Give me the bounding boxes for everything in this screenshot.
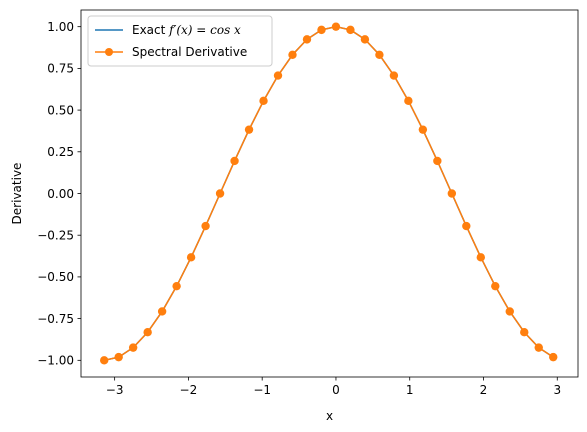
spectral-point <box>172 281 181 291</box>
x-tick-label: 2 <box>480 383 488 397</box>
x-tick-label: 1 <box>406 383 414 397</box>
spectral-point <box>201 221 210 231</box>
y-tick-label: 0.75 <box>47 62 74 76</box>
y-tick-label: −0.25 <box>37 229 74 243</box>
x-tick-label: 0 <box>332 383 340 397</box>
spectral-point <box>404 96 413 106</box>
spectral-point <box>331 22 341 31</box>
spectral-point <box>389 71 399 80</box>
y-tick-label: −1.00 <box>37 354 74 368</box>
y-tick-label: −0.50 <box>37 270 74 284</box>
spectral-point <box>520 328 529 337</box>
legend-label-exact: Exact f′(x) = cos x <box>132 23 241 37</box>
spectral-point <box>447 189 457 198</box>
spectral-point <box>534 343 543 352</box>
spectral-point <box>128 343 138 352</box>
spectral-point <box>259 96 268 106</box>
spectral-point <box>491 281 500 291</box>
spectral-point <box>273 71 283 80</box>
spectral-point <box>462 221 471 231</box>
x-tick-label: −2 <box>180 383 198 397</box>
series-line-exact <box>104 25 554 362</box>
spectral-point <box>476 253 486 262</box>
x-tick-label: 3 <box>553 383 561 397</box>
spectral-point <box>549 352 558 362</box>
y-axis-label: Derivative <box>10 163 24 225</box>
y-tick-label: 0.00 <box>47 187 74 201</box>
y-tick-label: 0.50 <box>47 103 74 117</box>
spectral-point <box>215 189 225 198</box>
x-axis-label: x <box>326 409 333 423</box>
legend: Exact f′(x) = cos x Spectral Derivative <box>87 15 273 67</box>
spectral-point <box>114 352 123 362</box>
y-tick-label: 0.25 <box>47 145 74 159</box>
x-axis: −3 −2 −1 0 1 2 3 <box>106 377 561 397</box>
spectral-point <box>302 35 312 44</box>
spectral-point <box>99 356 109 365</box>
spectral-point <box>418 125 428 134</box>
spectral-point <box>244 125 254 134</box>
legend-label-spectral: Spectral Derivative <box>132 45 247 59</box>
y-axis: −1.00 −0.75 −0.50 −0.25 0.00 0.25 0.50 0.75 1.00 <box>37 20 81 368</box>
spectral-point <box>375 50 384 59</box>
spectral-point <box>317 25 326 35</box>
y-tick-label: 1.00 <box>47 20 74 34</box>
spectral-point <box>360 35 370 44</box>
x-tick-label: −1 <box>253 383 271 397</box>
spectral-point <box>346 25 355 35</box>
spectral-point <box>157 307 167 316</box>
x-tick-label: −3 <box>106 383 124 397</box>
spectral-point <box>230 156 239 166</box>
spectral-point <box>186 253 196 262</box>
spectral-point <box>143 328 152 337</box>
y-tick-label: −0.75 <box>37 312 74 326</box>
legend-marker-spectral <box>105 48 113 56</box>
series-line-spectral <box>104 25 554 362</box>
series-layer <box>99 22 558 365</box>
legend-box <box>87 15 273 67</box>
spectral-point <box>433 156 442 166</box>
spectral-point <box>505 307 514 316</box>
spectral-point <box>288 50 297 59</box>
